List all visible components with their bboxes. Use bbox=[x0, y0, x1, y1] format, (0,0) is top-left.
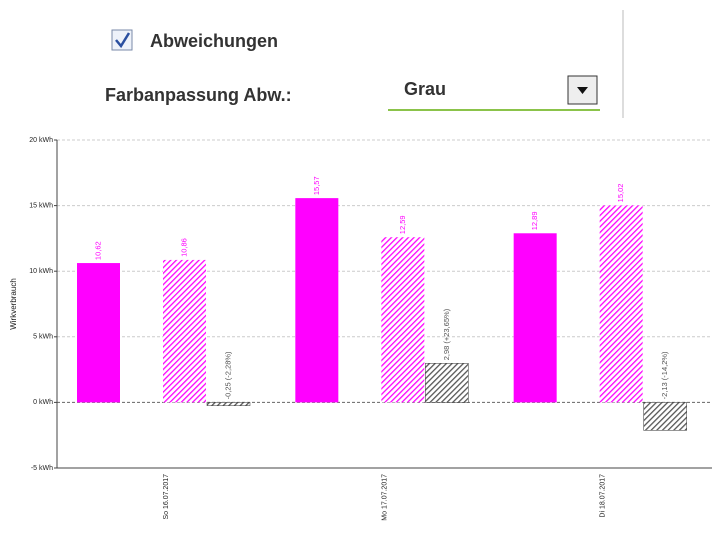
data-label: 10,62 bbox=[93, 241, 102, 260]
checkbox-label: Abweichungen bbox=[150, 31, 278, 51]
y-tick-label: 0 kWh bbox=[33, 399, 53, 406]
data-label: 12,59 bbox=[398, 215, 407, 234]
dropdown-value: Grau bbox=[404, 79, 446, 99]
data-label: -2,13 (-14,2%) bbox=[660, 351, 669, 399]
checkmark bbox=[115, 32, 131, 49]
data-label: -0,25 (-2,28%) bbox=[223, 351, 232, 399]
data-label: 12,89 bbox=[530, 212, 539, 231]
data-label: 15,57 bbox=[312, 176, 321, 195]
bar bbox=[425, 363, 469, 403]
bar bbox=[381, 237, 425, 403]
bar bbox=[206, 402, 251, 406]
x-tick-label: Di 18.07.2017 bbox=[600, 474, 607, 518]
y-tick-label: 10 kWh bbox=[29, 268, 53, 275]
data-label: 15,02 bbox=[616, 184, 625, 203]
x-tick-label: So 16.07.2017 bbox=[163, 474, 170, 520]
dropdown[interactable]: Grau bbox=[388, 75, 600, 111]
data-label: 10,86 bbox=[179, 238, 188, 257]
bar bbox=[77, 263, 120, 403]
data-label: 2,98 (+23,65%) bbox=[442, 308, 451, 360]
y-tick-label: 5 kWh bbox=[33, 334, 53, 341]
dropdown-arrow bbox=[577, 87, 588, 94]
y-axis-label: Wirkverbrauch bbox=[9, 278, 18, 330]
y-tick-label: 20 kWh bbox=[29, 137, 53, 144]
x-tick-label: Mo 17.07.2017 bbox=[381, 474, 388, 521]
y-tick-label: 15 kWh bbox=[29, 202, 53, 209]
color-label: Farbanpassung Abw.: bbox=[105, 85, 292, 105]
chart: Wirkverbrauch -5 kWh 0 kWh 5 kWh 10 kWh 15 k… bbox=[9, 137, 712, 521]
bar bbox=[643, 402, 687, 431]
bar bbox=[163, 259, 206, 403]
bar bbox=[599, 205, 643, 403]
bar bbox=[513, 233, 557, 403]
bar bbox=[295, 198, 339, 403]
y-tick-label: -5 kWh bbox=[31, 465, 53, 472]
